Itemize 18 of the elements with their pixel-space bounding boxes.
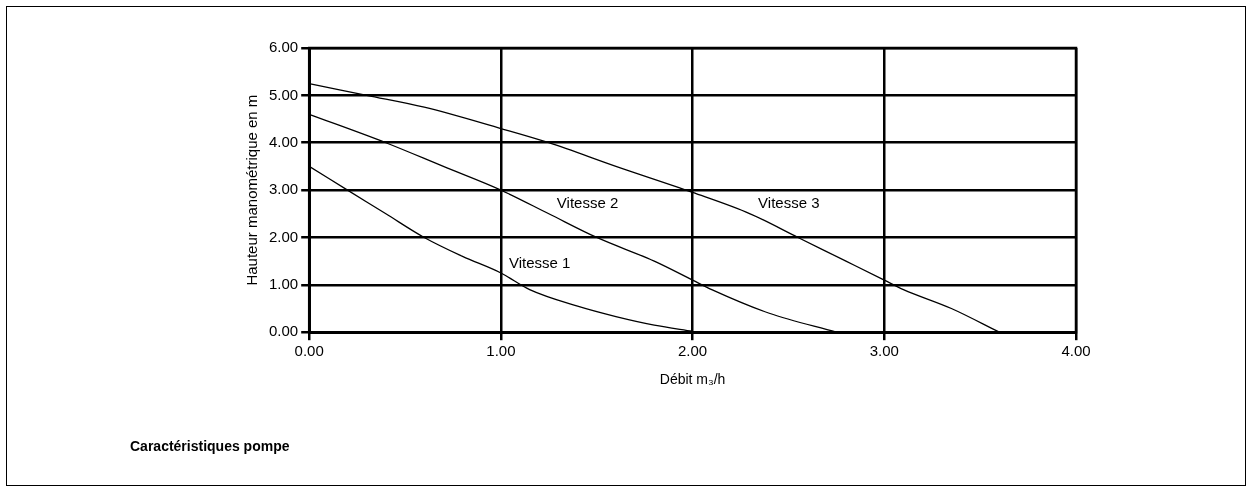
series-label: Vitesse 2 [556,194,619,212]
y-tick-label: 6.00 [268,38,299,56]
y-axis-title: Hauteur manométrique en m [243,94,261,286]
x-tick-label: 1.00 [486,342,516,360]
x-tick-label: 2.00 [678,342,708,360]
y-tick-label: 3.00 [268,180,299,198]
y-tick-label: 2.00 [268,227,299,245]
y-tick-label: 1.00 [268,274,299,292]
x-tick-label: 0.00 [294,342,324,360]
series-label: Vitesse 1 [508,253,571,271]
x-tick-label: 3.00 [869,342,899,360]
y-tick-label: 4.00 [268,132,299,150]
series-label: Vitesse 3 [758,194,820,212]
y-tick-label: 5.00 [268,85,299,103]
text: Caractéristiques pompe [130,438,290,454]
x-axis-title: Débit m₃/h [659,371,726,388]
x-tick-label: 4.00 [1061,342,1091,360]
y-tick-label: 0.00 [268,322,299,340]
